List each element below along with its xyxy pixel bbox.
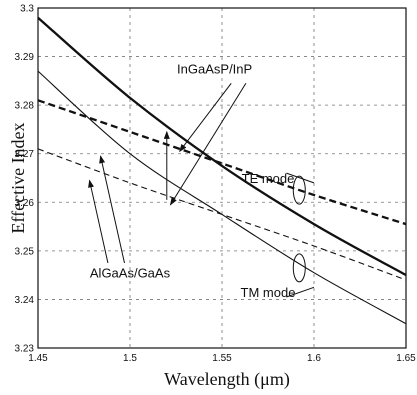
plot-frame bbox=[37, 7, 407, 349]
y-ticks: 3.23 3.24 3.25 3.26 3.27 3.28 3.29 3.3 bbox=[15, 4, 35, 355]
mode-ellipse bbox=[292, 175, 306, 205]
y-tick-label: 3.24 bbox=[15, 295, 35, 306]
annotation-arrow bbox=[88, 179, 109, 264]
annotation-arrow bbox=[179, 82, 232, 153]
y-tick-label: 3.29 bbox=[15, 52, 35, 63]
x-tick-label: 1.5 bbox=[123, 353, 137, 364]
y-tick-label: 3.3 bbox=[20, 4, 34, 15]
series-line-3 bbox=[37, 99, 407, 226]
annotations: InGaAsP/InP TE mode AlGaAs/GaAs TM mode bbox=[90, 62, 296, 300]
annotation-arrow bbox=[99, 155, 125, 264]
annotation-arrow bbox=[169, 83, 247, 206]
mode-ellipses bbox=[292, 175, 306, 283]
y-tick-label: 3.23 bbox=[15, 344, 35, 355]
x-tick-label: 1.55 bbox=[212, 353, 232, 364]
x-tick-label: 1.45 bbox=[28, 353, 48, 364]
y-axis-label: Effective Index bbox=[8, 122, 28, 233]
series-line-1 bbox=[37, 16, 407, 277]
y-tick-label: 3.28 bbox=[15, 101, 35, 112]
annotation-label: TE mode bbox=[242, 171, 295, 186]
mode-ellipse bbox=[292, 253, 306, 283]
y-tick-label: 3.27 bbox=[15, 149, 35, 160]
annotation-arrows bbox=[88, 82, 315, 298]
x-tick-label: 1.6 bbox=[307, 353, 321, 364]
annotation-label: AlGaAs/GaAs bbox=[90, 266, 171, 281]
grid bbox=[38, 8, 406, 348]
annotation-label: InGaAsP/InP bbox=[177, 62, 252, 77]
series-line-4 bbox=[37, 148, 407, 281]
leader-line bbox=[286, 286, 315, 298]
x-axis-label: Wavelength (μm) bbox=[164, 369, 290, 390]
annotation-label: TM mode bbox=[241, 285, 296, 300]
x-ticks: 1.45 1.5 1.55 1.6 1.65 bbox=[28, 353, 416, 364]
leader-line bbox=[286, 172, 315, 184]
x-tick-label: 1.65 bbox=[396, 353, 416, 364]
y-tick-label: 3.26 bbox=[15, 198, 35, 209]
series-lines bbox=[37, 16, 407, 325]
y-tick-label: 3.25 bbox=[15, 246, 35, 257]
